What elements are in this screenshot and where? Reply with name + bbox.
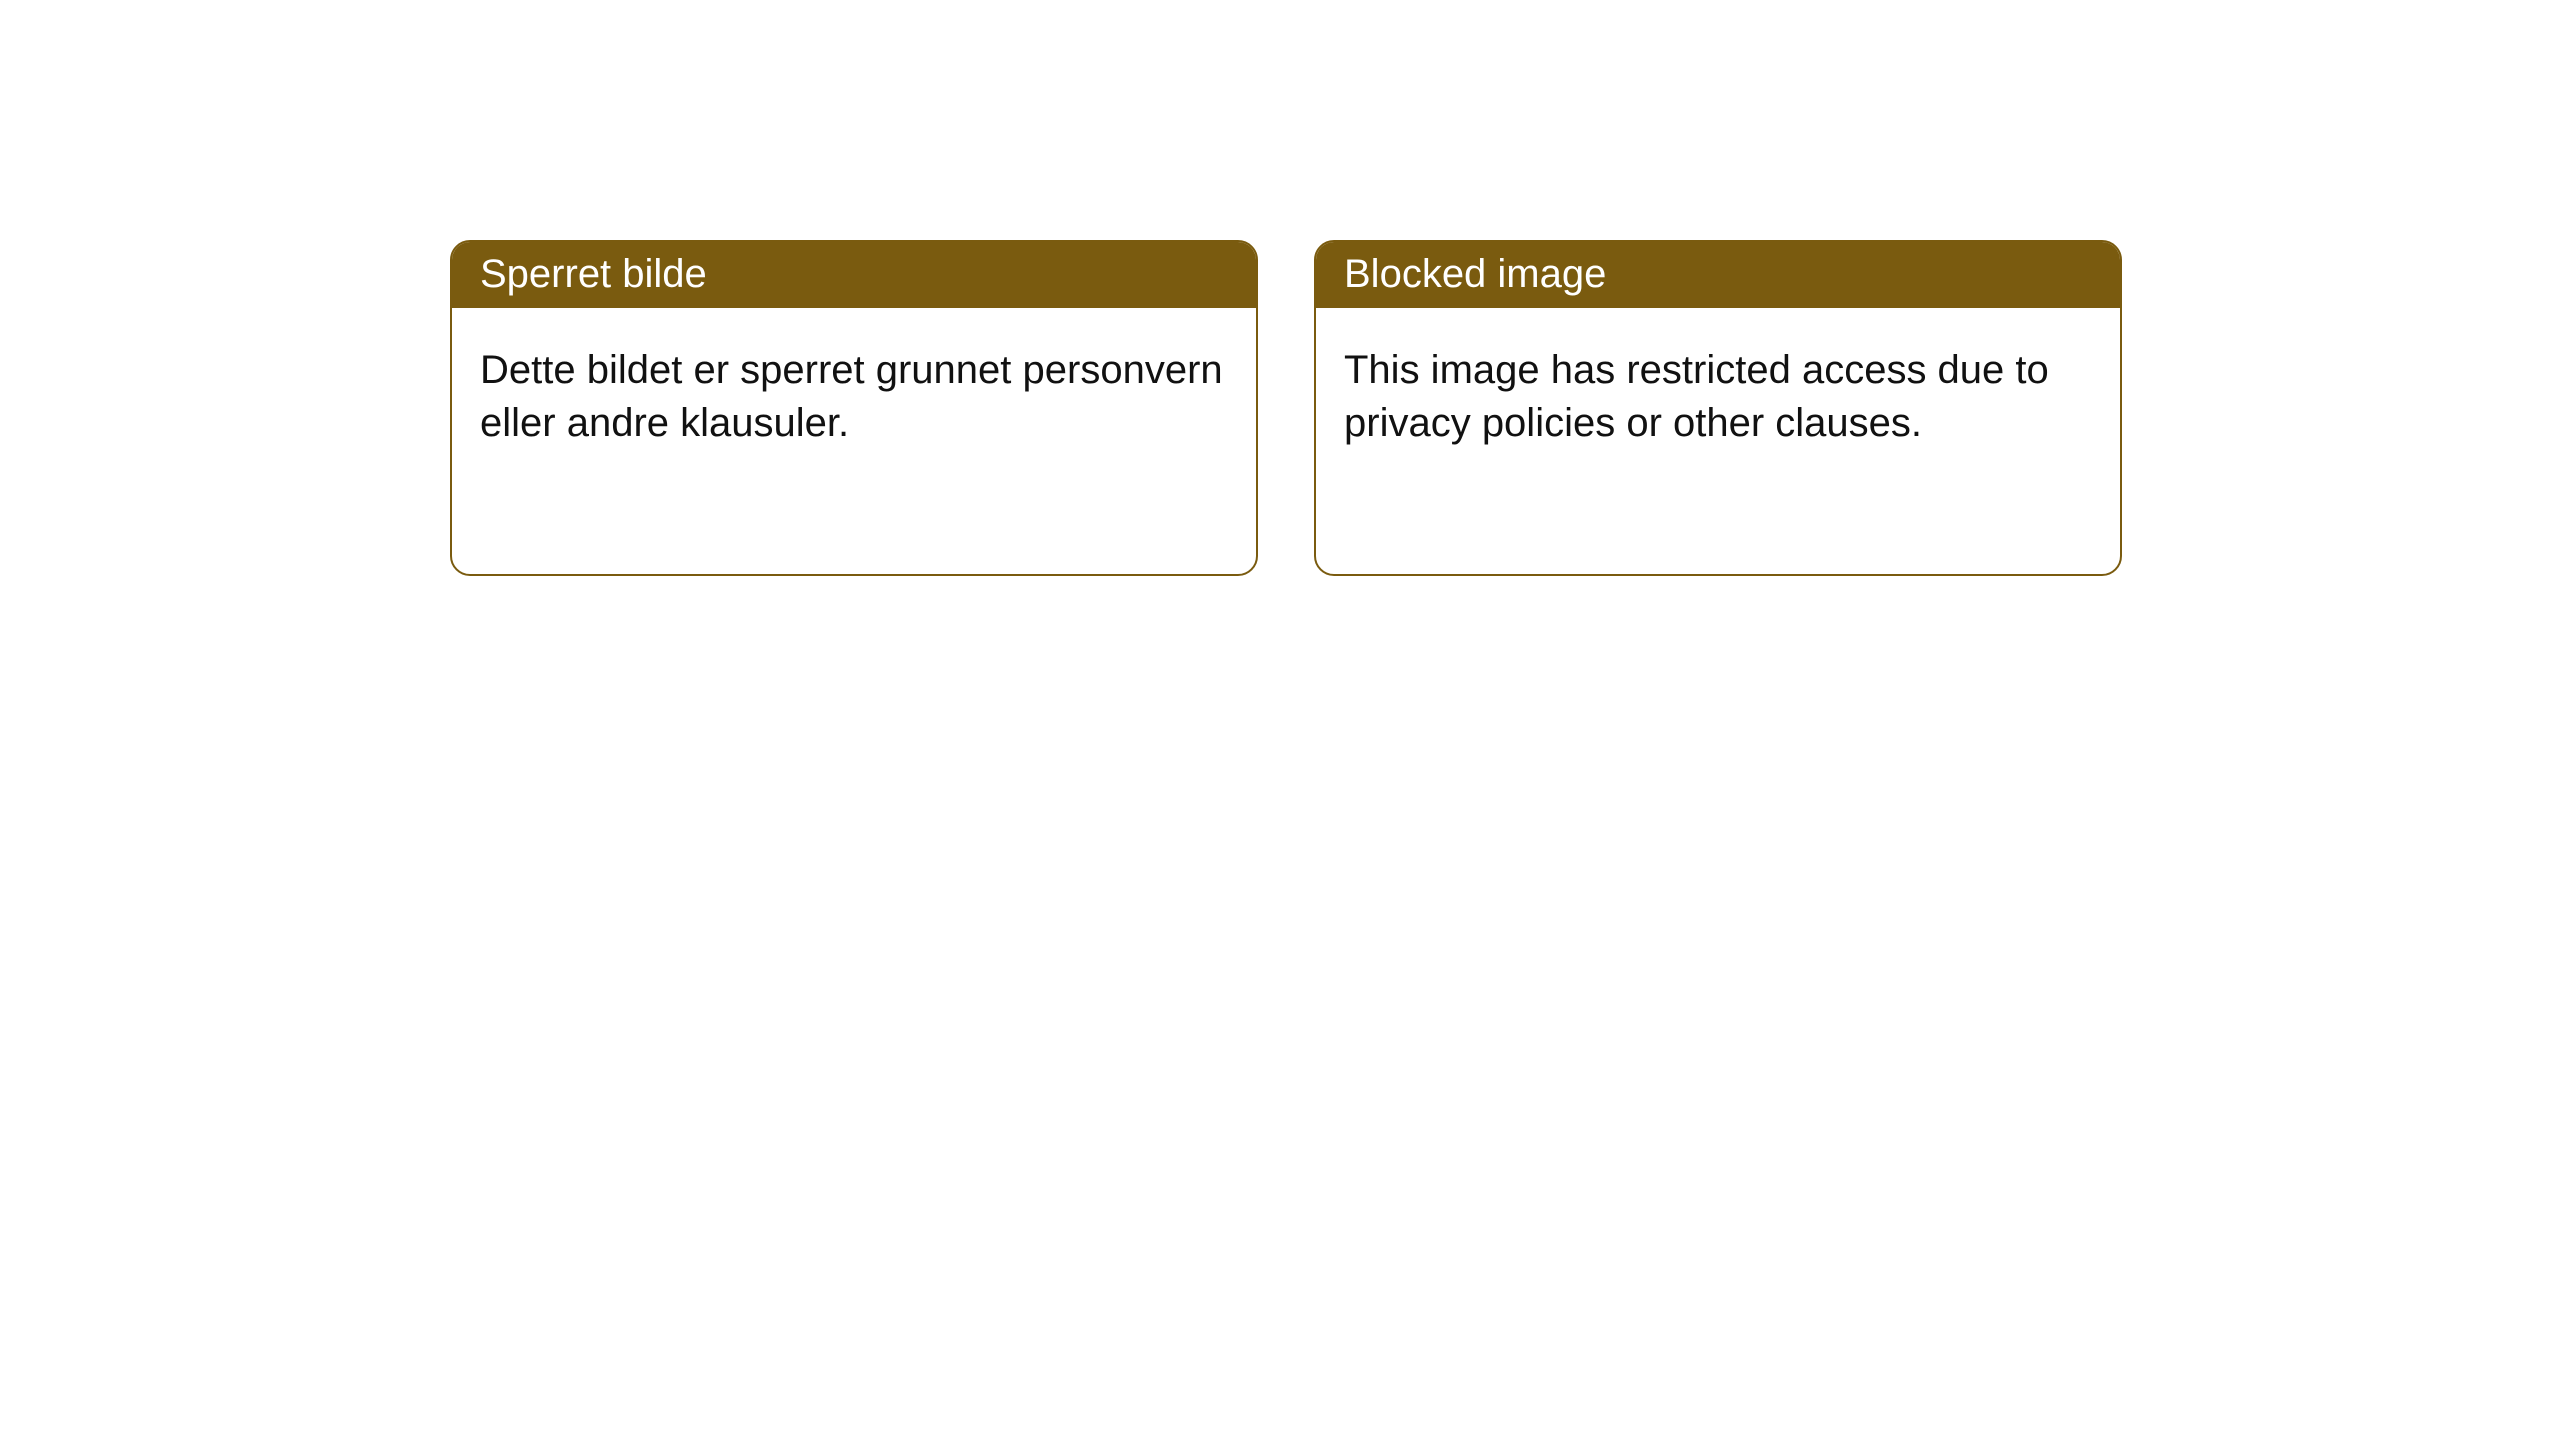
card-header: Blocked image xyxy=(1316,242,2120,308)
card-header: Sperret bilde xyxy=(452,242,1256,308)
card-body: Dette bildet er sperret grunnet personve… xyxy=(452,308,1256,486)
cards-container: Sperret bilde Dette bildet er sperret gr… xyxy=(0,0,2560,576)
blocked-image-card-norwegian: Sperret bilde Dette bildet er sperret gr… xyxy=(450,240,1258,576)
card-body: This image has restricted access due to … xyxy=(1316,308,2120,486)
blocked-image-card-english: Blocked image This image has restricted … xyxy=(1314,240,2122,576)
